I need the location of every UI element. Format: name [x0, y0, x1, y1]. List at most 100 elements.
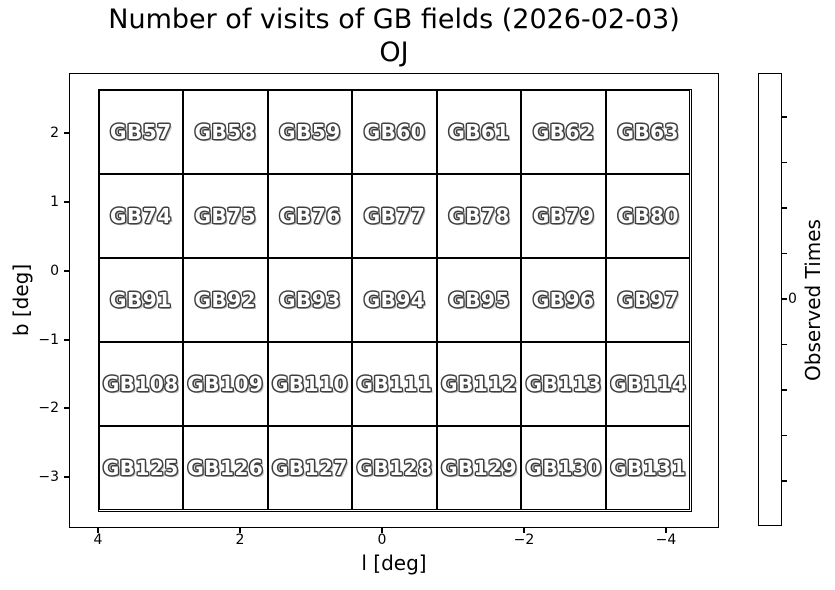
- x-tick-label: 0: [377, 532, 387, 548]
- y-tick-label: 2: [50, 125, 59, 141]
- field-label: GB112: [441, 372, 518, 397]
- field-cell: GB60: [352, 89, 437, 174]
- field-cell: GB58: [183, 89, 268, 174]
- field-cell: GB62: [521, 89, 606, 174]
- y-tick-mark: [64, 407, 69, 409]
- field-label: GB130: [525, 456, 602, 481]
- field-label: GB129: [441, 456, 518, 481]
- colorbar-tick-mark: [782, 434, 787, 437]
- y-tick-label: 1: [50, 194, 59, 210]
- field-cell: GB114: [605, 342, 691, 427]
- field-cell: GB63: [605, 89, 691, 174]
- field-label: GB109: [187, 372, 264, 397]
- field-label: GB113: [525, 372, 602, 397]
- y-tick-mark: [64, 132, 69, 134]
- colorbar-label: Observed Times: [801, 219, 825, 381]
- field-label: GB59: [279, 119, 341, 144]
- field-cell: GB129: [436, 426, 522, 511]
- field-label: GB74: [110, 203, 172, 228]
- field-cell: GB97: [605, 257, 691, 343]
- field-label: GB57: [110, 119, 172, 144]
- field-label: GB58: [194, 119, 257, 144]
- figure-title: Number of visits of GB fields (2026-02-0…: [108, 4, 680, 35]
- y-tick-mark: [64, 270, 69, 272]
- colorbar: [758, 73, 782, 526]
- field-cell: GB77: [352, 173, 437, 258]
- colorbar-tick-mark: [782, 207, 787, 209]
- field-cell: GB109: [183, 342, 268, 427]
- field-label: GB91: [110, 287, 172, 312]
- field-cell: GB92: [183, 257, 268, 343]
- field-cell: GB57: [98, 89, 184, 174]
- colorbar-tick-mark: [782, 480, 787, 482]
- field-label: GB92: [194, 287, 257, 312]
- field-cell: GB80: [605, 173, 691, 258]
- field-label: GB111: [356, 372, 433, 397]
- field-label: GB60: [363, 119, 426, 144]
- field-cell: GB110: [267, 342, 353, 427]
- field-cell: GB96: [521, 257, 606, 343]
- x-tick-label: 4: [93, 532, 103, 548]
- field-label: GB97: [617, 287, 679, 312]
- field-cell: GB127: [267, 426, 353, 511]
- field-label: GB125: [102, 456, 179, 481]
- field-cell: GB79: [521, 173, 606, 258]
- colorbar-tick-mark: [782, 298, 787, 300]
- x-tick-mark: [381, 528, 383, 533]
- y-tick-label: −1: [38, 332, 59, 348]
- y-tick-label: −3: [38, 469, 59, 485]
- field-cell: GB125: [98, 426, 184, 511]
- field-cell: GB128: [352, 426, 437, 511]
- field-label: GB76: [279, 203, 341, 228]
- y-tick-label: 0: [50, 263, 59, 279]
- field-label: GB62: [532, 119, 595, 144]
- colorbar-tick-mark: [782, 343, 787, 346]
- field-grid: GB57 GB58 GB59 GB60 GB61 GB62 GB63 GB74 GB75 GB76…: [97, 88, 692, 512]
- x-tick-label: −4: [655, 532, 677, 548]
- field-label: GB126: [187, 456, 264, 481]
- x-tick-mark: [97, 528, 99, 533]
- field-label: GB78: [448, 203, 510, 228]
- field-cell: GB126: [183, 426, 268, 511]
- y-tick-mark: [64, 201, 69, 203]
- field-cell: GB75: [183, 173, 268, 258]
- colorbar-tick-label: 0: [788, 291, 797, 307]
- field-cell: GB112: [436, 342, 522, 427]
- field-label: GB75: [194, 203, 257, 228]
- y-tick-mark: [64, 476, 69, 478]
- field-label: GB114: [610, 372, 687, 397]
- field-label: GB108: [102, 372, 179, 397]
- field-cell: GB59: [267, 89, 353, 174]
- field-cell: GB130: [521, 426, 606, 511]
- field-label: GB95: [448, 287, 510, 312]
- field-label: GB80: [617, 203, 679, 228]
- field-cell: GB61: [436, 89, 522, 174]
- field-cell: GB93: [267, 257, 353, 343]
- field-cell: GB76: [267, 173, 353, 258]
- field-cell: GB91: [98, 257, 184, 343]
- x-tick-label: −2: [513, 532, 535, 548]
- field-cell: GB74: [98, 173, 184, 258]
- axes-title: OJ: [379, 37, 409, 68]
- x-tick-mark: [665, 528, 667, 533]
- field-label: GB96: [532, 287, 595, 312]
- field-label: GB93: [279, 287, 341, 312]
- x-tick-mark: [523, 528, 525, 533]
- field-cell: GB131: [605, 426, 691, 511]
- x-axis-label: l [deg]: [361, 551, 427, 575]
- y-tick-label: −2: [38, 400, 59, 416]
- field-cell: GB95: [436, 257, 522, 343]
- field-cell: GB94: [352, 257, 437, 343]
- field-label: GB77: [363, 203, 426, 228]
- x-tick-label: 2: [235, 532, 245, 548]
- y-tick-mark: [64, 339, 69, 341]
- field-label: GB127: [271, 456, 348, 481]
- colorbar-tick-mark: [782, 252, 787, 255]
- field-cell: GB113: [521, 342, 606, 427]
- field-label: GB128: [356, 456, 433, 481]
- x-tick-mark: [239, 528, 241, 533]
- field-cell: GB108: [98, 342, 184, 427]
- field-label: GB79: [532, 203, 595, 228]
- field-cell: GB78: [436, 173, 522, 258]
- field-label: GB110: [271, 372, 348, 397]
